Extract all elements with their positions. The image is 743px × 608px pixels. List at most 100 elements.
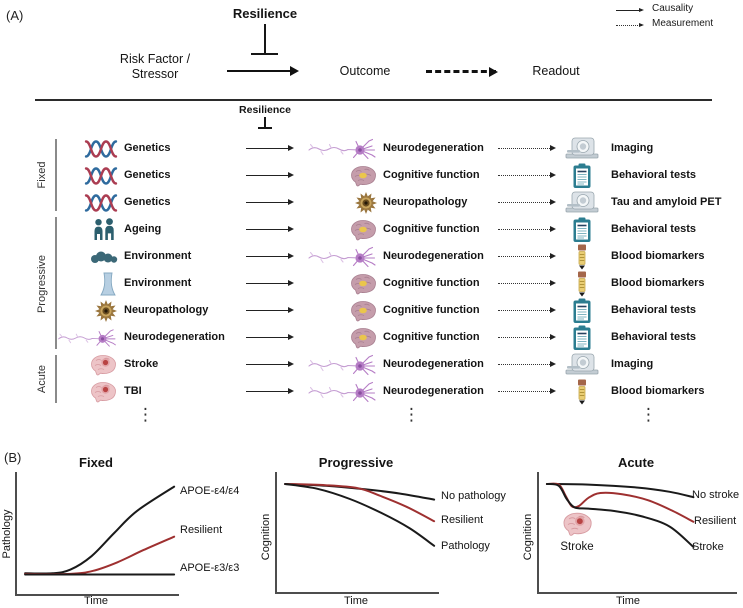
pathway-row: Genetics Neuropathology Tau and amyloid … (0, 189, 743, 216)
measurement-arrow (498, 253, 556, 259)
outcome-label: Neurodegeneration (383, 358, 484, 370)
plaque-icon (56, 297, 118, 324)
causality-arrow (246, 280, 294, 286)
causality-arrow (227, 65, 299, 76)
readout-label: Blood biomarkers (611, 385, 705, 397)
legend-causality-label: Causality (652, 3, 694, 14)
x-axis-label-time: Time (83, 595, 109, 607)
series-label-stroke: Stroke (692, 541, 724, 553)
causality-arrow (246, 253, 294, 259)
fixed-group-bracket (55, 139, 57, 211)
y-axis-label-pathology: Pathology (1, 509, 13, 559)
brain-icon (300, 324, 378, 351)
readout-label: Tau and amyloid PET (611, 196, 722, 208)
readout-label: Blood biomarkers (611, 250, 705, 262)
y-axis-label-cognition: Cognition (260, 513, 272, 561)
mri-scanner-icon (562, 135, 602, 162)
risk-label: Genetics (124, 196, 171, 208)
pathway-row: Environment Neurodegeneration Blood biom… (0, 243, 743, 270)
dna-icon (56, 189, 118, 216)
mri-scanner-icon (562, 189, 602, 216)
stroke-brain-icon (56, 378, 118, 405)
panel-b-label: (B) (4, 450, 22, 465)
outcome-label: Cognitive function (383, 277, 480, 289)
risk-label: Genetics (124, 169, 171, 181)
brain-icon (300, 270, 378, 297)
neuron-icon (300, 135, 378, 162)
resilience-title: Resilience (232, 6, 298, 21)
people-icon (56, 216, 118, 243)
brain-icon (300, 297, 378, 324)
measurement-arrow-icon (616, 22, 644, 27)
outcome-label: Neuropathology (383, 196, 468, 208)
causality-arrow (246, 226, 294, 232)
x-axis-label-time: Time (615, 595, 641, 607)
pathway-row: Genetics Neurodegeneration Imaging (0, 135, 743, 162)
chart-title-acute: Acute (617, 455, 655, 470)
causality-arrow (246, 307, 294, 313)
neuron-icon (300, 351, 378, 378)
ellipsis-risk-column: ⋮ (137, 405, 154, 424)
pathway-row: Neuropathology Cognitive function Behavi… (0, 297, 743, 324)
pathway-row: Neurodegeneration Cognitive function Beh… (0, 324, 743, 351)
chart-fixed-lines (24, 485, 176, 576)
pathway-row: Genetics Cognitive function Behavioral t… (0, 162, 743, 189)
causality-arrow (246, 334, 294, 340)
neuron-icon (300, 378, 378, 405)
readout-label: Behavioral tests (611, 304, 696, 316)
grid-inhibition-bar-icon (258, 127, 272, 129)
annotation-stroke-label: Stroke (560, 541, 594, 553)
series-label-apoe-e3: APOE-ε3/ε3 (180, 562, 240, 574)
pathway-row: Environment Cognitive function Blood bio… (0, 270, 743, 297)
readout-label: Behavioral tests (611, 331, 696, 343)
blood-vial-icon (562, 270, 602, 297)
readout-label: Imaging (611, 358, 654, 370)
header-divider (35, 99, 712, 101)
brain-icon (300, 162, 378, 189)
series-label-no-pathology: No pathology (441, 490, 506, 502)
chart-title-fixed: Fixed (79, 455, 113, 470)
panel-a-label: (A) (6, 8, 24, 23)
risk-label: Neuropathology (124, 304, 209, 316)
pathway-row: Ageing Cognitive function Behavioral tes… (0, 216, 743, 243)
risk-factor-label: Risk Factor / Stressor (119, 52, 191, 81)
series-label-no-stroke: No stroke (692, 489, 740, 501)
risk-label: Environment (124, 250, 192, 262)
mri-scanner-icon (562, 351, 602, 378)
clipboard-icon (562, 324, 602, 351)
blood-vial-icon (562, 378, 602, 405)
outcome-label: Cognitive function (383, 223, 480, 235)
readout-label: Behavioral tests (611, 169, 696, 181)
grid-resilience-label: Resilience (239, 104, 291, 116)
brain-icon (300, 216, 378, 243)
series-label-resilient: Resilient (441, 514, 484, 526)
chart-acute-lines (545, 482, 695, 548)
clipboard-icon (562, 297, 602, 324)
causality-arrow (246, 388, 294, 394)
ellipsis-outcome-column: ⋮ (403, 405, 420, 424)
outcome-label: Cognitive function (383, 304, 480, 316)
clipboard-icon (562, 216, 602, 243)
risk-label: Genetics (124, 142, 171, 154)
stroke-brain-icon (560, 510, 594, 543)
causality-arrow-icon (616, 7, 644, 12)
outcome-label: Neurodegeneration (383, 250, 484, 262)
series-label-resilient: Resilient (694, 515, 737, 527)
dna-icon (56, 162, 118, 189)
neuron-icon (300, 243, 378, 270)
series-label-pathology: Pathology (441, 540, 490, 552)
acute-group-bracket (55, 355, 57, 403)
outcome-label: Cognitive function (383, 331, 480, 343)
grid-inhibition-stem (264, 117, 266, 127)
measurement-arrow (498, 280, 556, 286)
outcome-label: Neurodegeneration (383, 142, 484, 154)
measurement-arrow (498, 172, 556, 178)
pathway-row: TBI Neurodegeneration Blood biomarkers (0, 378, 743, 405)
chart-progressive-lines (284, 483, 436, 547)
series-label-apoe-e4: APOE-ε4/ε4 (180, 485, 240, 497)
measurement-arrow (426, 66, 498, 77)
measurement-arrow (498, 307, 556, 313)
outcome-label: Cognitive function (383, 169, 480, 181)
smoke-icon (56, 243, 118, 270)
